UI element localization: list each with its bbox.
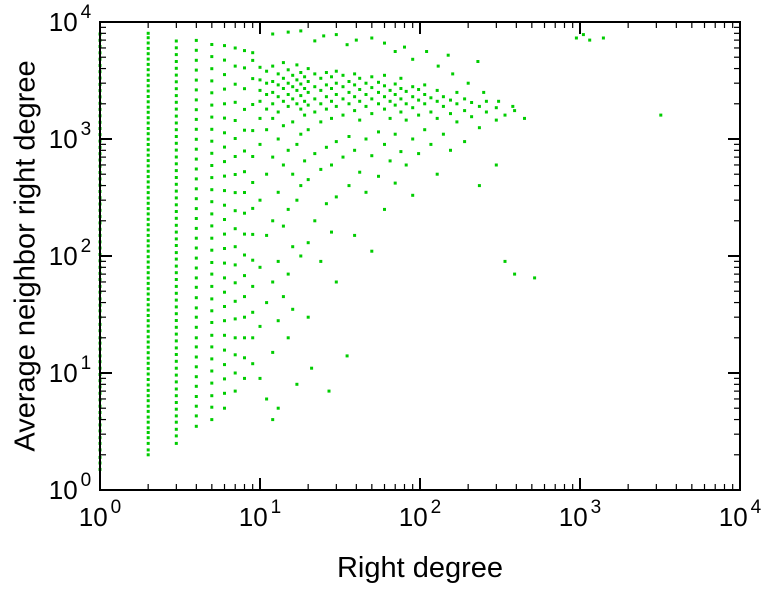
y-tick-label: 10 1 [49, 353, 92, 388]
y-tick-label: 10 4 [49, 2, 92, 37]
x-tick-label: 10 3 [559, 497, 602, 532]
y-tick-label: 10 3 [49, 119, 92, 154]
y-axis-title: Average neighbor right degree [9, 60, 42, 452]
y-tick-label: 10 0 [49, 470, 92, 505]
scatter-points [98, 29, 663, 471]
x-tick-label: 10 4 [719, 497, 762, 532]
plot-frame [99, 21, 741, 491]
x-tick-label: 10 2 [399, 497, 442, 532]
x-tick-label: 10 0 [79, 497, 122, 532]
x-tick-label: 10 1 [239, 497, 282, 532]
axis-ticks [99, 21, 741, 491]
x-axis-title: Right degree [336, 552, 504, 584]
y-tick-label: 10 2 [49, 236, 92, 271]
